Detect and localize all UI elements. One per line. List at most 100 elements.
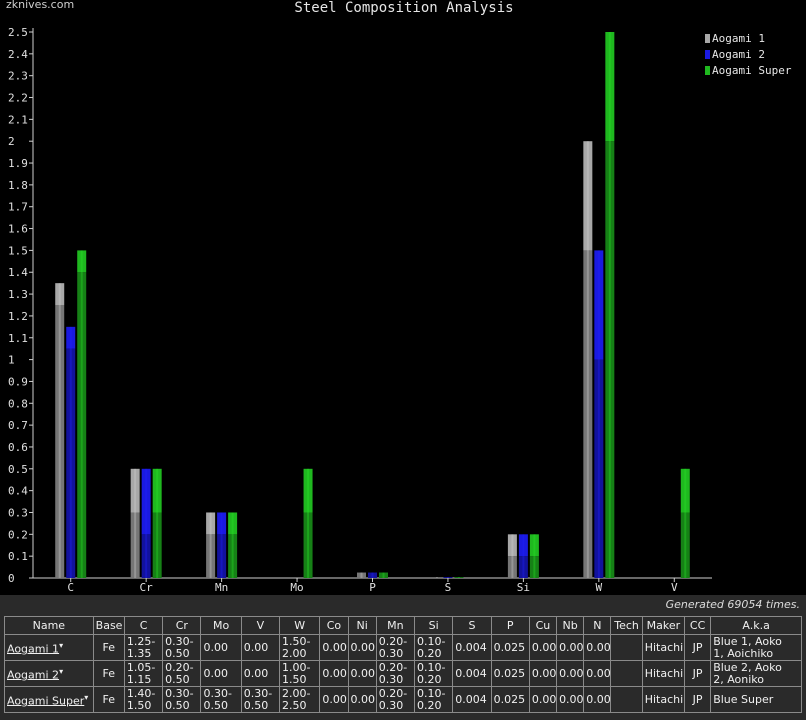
bar-min-aogami-super (303, 512, 313, 578)
bar-range-aogami-1 (130, 468, 140, 513)
cell-ni: 0.00 (347, 634, 377, 661)
legend-swatch (705, 34, 710, 43)
cell-cu: 0.00 (528, 634, 558, 661)
column-header-mo: Mo (200, 616, 242, 635)
generated-count-text: Generated 69054 times. (665, 598, 800, 611)
bar-range-aogami-2 (594, 250, 604, 360)
cell-nb: 0.00 (556, 634, 585, 661)
bar-highlight (156, 468, 159, 578)
y-tick-label: 2.4 (8, 48, 28, 61)
legend-swatch (705, 66, 710, 75)
cell-mo: 0.00 (200, 660, 242, 687)
cell-aka: Blue 1, Aoko 1, Aoichiko (710, 634, 802, 661)
column-header-co: Co (319, 616, 349, 635)
column-header-mn: Mn (375, 616, 416, 635)
y-tick-label: 0.6 (8, 441, 28, 454)
cell-mn: 0.20- 0.30 (375, 634, 416, 661)
bar-highlight (586, 141, 589, 578)
cell-mn: 0.20- 0.30 (375, 686, 416, 713)
bar-highlight (145, 468, 148, 578)
cell-co: 0.00 (319, 660, 349, 687)
cell-mo: 0.30- 0.50 (200, 686, 242, 713)
cell-s: 0.004 (452, 660, 492, 687)
cell-n: 0.00 (583, 660, 612, 687)
bar-range-aogami-1 (507, 534, 517, 557)
bar-range-aogami-1 (206, 512, 216, 535)
column-header-cc: CC (684, 616, 712, 635)
bar-highlight (597, 250, 600, 578)
bar-highlight (360, 572, 363, 578)
cell-ni: 0.00 (347, 686, 377, 713)
column-header-cu: Cu (528, 616, 558, 635)
bar-range-aogami-super (228, 512, 238, 535)
y-tick-label: 0.7 (8, 419, 28, 432)
bar-min-aogami-2 (594, 359, 604, 578)
column-header-tech: Tech (610, 616, 643, 635)
column-header-maker: Maker (641, 616, 686, 635)
cell-base: Fe (92, 634, 125, 661)
y-tick-label: 2.3 (8, 70, 28, 83)
cell-cu: 0.00 (528, 686, 558, 713)
cell-co: 0.00 (319, 634, 349, 661)
column-header-n: N (583, 616, 612, 635)
dropdown-icon[interactable]: ▾ (59, 666, 64, 676)
steel-name-link[interactable]: Aogami 1 (7, 642, 60, 656)
y-tick-label: 0.9 (8, 375, 28, 388)
steel-name-link[interactable]: Aogami 2 (7, 668, 60, 682)
y-tick-label: 0.8 (8, 397, 28, 410)
y-tick-label: 0.5 (8, 463, 28, 476)
cell-p: 0.025 (490, 686, 530, 713)
bar-min-aogami-2 (368, 572, 377, 578)
bar-min-aogami-super (379, 572, 388, 578)
cell-mn: 0.20- 0.30 (375, 660, 416, 687)
x-tick-label: S (445, 581, 452, 594)
bar-highlight (457, 577, 460, 578)
cell-maker: Hitachi (641, 660, 686, 687)
bar-min-aogami-1 (130, 512, 140, 578)
bar-range-aogami-super (152, 468, 162, 513)
cell-s: 0.004 (452, 634, 492, 661)
bar-range-aogami-2 (141, 468, 151, 535)
bar-range-aogami-2 (66, 326, 76, 349)
y-tick-label: 1.1 (8, 332, 28, 345)
cell-aka: Blue 2, Aoko 2, Aoniko (710, 660, 802, 687)
y-tick-label: 0 (8, 572, 15, 585)
dropdown-icon[interactable]: ▾ (84, 692, 89, 702)
column-header-si: Si (414, 616, 454, 635)
steel-name-link[interactable]: Aogami Super (7, 694, 85, 708)
bar-range-aogami-2 (518, 534, 528, 557)
legend-label: Aogami Super (712, 64, 792, 77)
bar-highlight (446, 577, 449, 578)
cell-n: 0.00 (583, 634, 612, 661)
cell-c: 1.05- 1.15 (123, 660, 164, 687)
cell-cr: 0.30- 0.50 (162, 686, 202, 713)
column-header-base: Base (92, 616, 125, 635)
cell-c: 1.25- 1.35 (123, 634, 164, 661)
y-tick-label: 1.7 (8, 201, 28, 214)
cell-tech (610, 660, 643, 687)
bar-min-aogami-super (529, 556, 539, 578)
x-tick-label: P (369, 581, 376, 594)
cell-co: 0.00 (319, 686, 349, 713)
y-tick-label: 0.4 (8, 485, 28, 498)
x-tick-label: Cr (140, 581, 154, 594)
chart-title: Steel Composition Analysis (294, 0, 513, 16)
dropdown-icon[interactable]: ▾ (59, 640, 64, 650)
bar-chart: Steel Composition Analysis 0 0.1 0.2 0.3 0.4 0… (8, 0, 792, 594)
table-row: Aogami 2▾ Fe 1.05- 1.15 0.20- 0.50 0.00 0.00 1… (4, 660, 802, 687)
bar-highlight (220, 512, 223, 578)
y-tick-label: 0.2 (8, 528, 28, 541)
bar-min-aogami-super (152, 512, 162, 578)
cell-n: 0.00 (583, 686, 612, 713)
x-tick-label: Mn (215, 581, 228, 594)
bar-min-aogami-1 (357, 572, 366, 578)
column-header-c: C (123, 616, 164, 635)
y-tick-label: 1.4 (8, 266, 28, 279)
cell-cc: JP (684, 634, 712, 661)
bar-min-aogami-1 (55, 305, 65, 578)
bar-highlight (134, 468, 137, 578)
cell-cc: JP (684, 660, 712, 687)
bar-highlight (69, 326, 72, 578)
column-header-a-k-a: A.k.a (710, 616, 802, 635)
cell-cr: 0.20- 0.50 (162, 660, 202, 687)
